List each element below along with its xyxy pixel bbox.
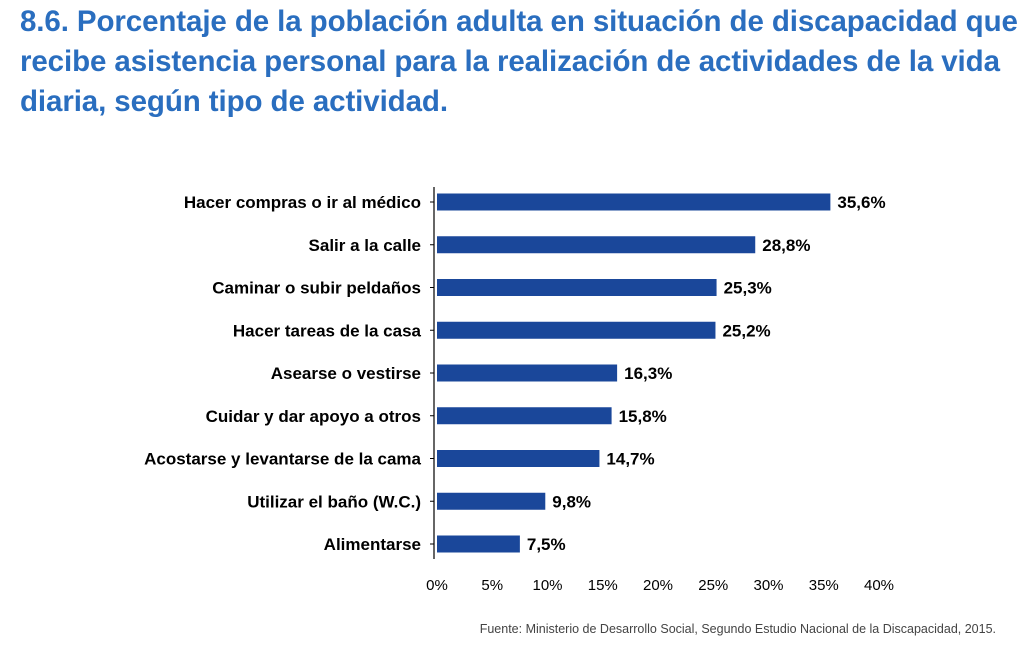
x-tick-label: 35% (809, 577, 839, 594)
value-label: 25,3% (724, 279, 772, 298)
category-label: Hacer tareas de la casa (233, 321, 422, 340)
category-label: Asearse o vestirse (271, 364, 421, 383)
category-label: Salir a la calle (309, 236, 421, 255)
category-label: Cuidar y dar apoyo a otros (206, 407, 421, 426)
bars-layer (437, 193, 831, 553)
value-label: 28,8% (762, 236, 810, 255)
category-label: Utilizar el baño (W.C.) (247, 492, 421, 511)
labels-layer: Hacer compras o ir al médico 35,6% Salir a… (144, 193, 894, 594)
x-tick-label: 10% (532, 577, 562, 594)
bar (437, 321, 716, 339)
x-tick-label: 40% (864, 577, 894, 594)
value-label: 7,5% (527, 535, 566, 554)
bar (437, 535, 520, 553)
chart-title: 8.6. Porcentaje de la población adulta e… (20, 5, 1018, 118)
x-tick-label: 30% (753, 577, 783, 594)
value-label: 15,8% (619, 407, 667, 426)
bar (437, 492, 546, 510)
value-label: 14,7% (606, 450, 654, 469)
axis-layer (430, 187, 435, 559)
bar (437, 407, 612, 425)
value-label: 16,3% (624, 364, 672, 383)
value-label: 9,8% (552, 492, 591, 511)
value-label: 25,2% (722, 321, 770, 340)
value-label: 35,6% (837, 193, 885, 212)
category-label: Alimentarse (324, 535, 421, 554)
bar (437, 193, 831, 211)
x-tick-label: 0% (426, 577, 448, 594)
bar (437, 364, 618, 382)
bar (437, 236, 756, 254)
category-label: Acostarse y levantarse de la cama (144, 450, 421, 469)
bar (437, 450, 600, 467)
bar (437, 279, 717, 296)
x-tick-label: 5% (481, 577, 503, 594)
x-tick-label: 15% (588, 577, 618, 594)
category-label: Hacer compras o ir al médico (184, 193, 421, 212)
category-label: Caminar o subir peldaños (212, 279, 421, 298)
x-tick-label: 25% (698, 577, 728, 594)
source-note: Fuente: Ministerio de Desarrollo Social,… (479, 622, 996, 636)
x-tick-label: 20% (643, 577, 673, 594)
